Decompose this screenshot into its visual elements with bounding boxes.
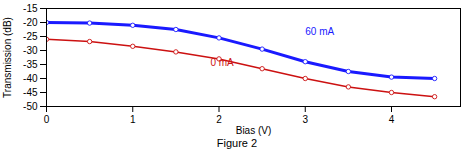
- html-text:Figure 2: Figure 2: [216, 137, 258, 149]
- svg-text:60 mA: 60 mA: [305, 26, 334, 37]
- svg-text:-35: -35: [23, 59, 38, 70]
- svg-text:Transmission (dB): Transmission (dB): [2, 17, 13, 98]
- svg-text:2: 2: [216, 114, 222, 125]
- svg-text:4: 4: [389, 114, 395, 125]
- svg-text:-45: -45: [23, 87, 38, 98]
- svg-text:1: 1: [130, 114, 136, 125]
- svg-text:-50: -50: [23, 101, 38, 112]
- svg-text:-25: -25: [23, 31, 38, 42]
- svg-text:-40: -40: [23, 73, 38, 84]
- svg-text:0 mA: 0 mA: [210, 57, 234, 68]
- svg-text:0: 0: [44, 114, 50, 125]
- svg-text:Bias (V): Bias (V): [236, 125, 272, 136]
- svg-text:-15: -15: [23, 3, 38, 14]
- svg-text:3: 3: [302, 114, 308, 125]
- svg-text:-20: -20: [23, 17, 38, 28]
- svg-text:-30: -30: [23, 45, 38, 56]
